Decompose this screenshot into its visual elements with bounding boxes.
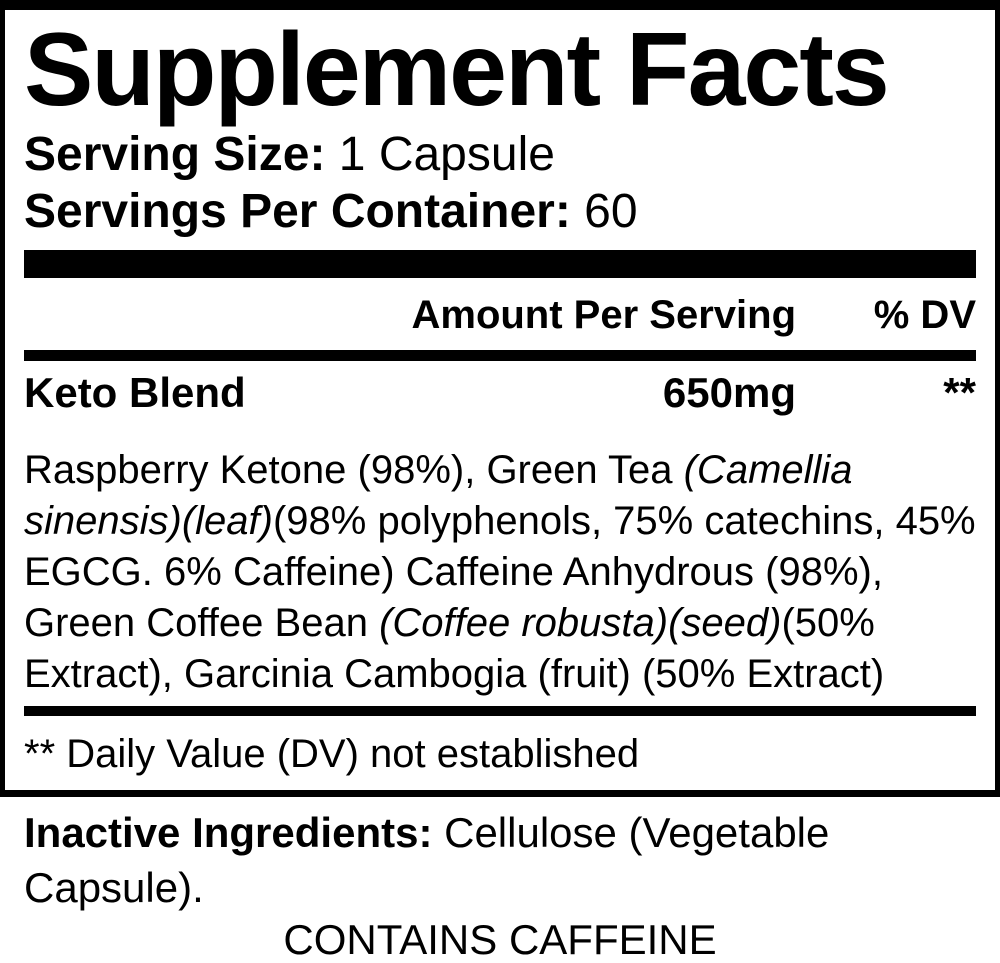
serving-size-row: Serving Size: 1 Capsule [24, 126, 976, 183]
servings-per-container-row: Servings Per Container: 60 [24, 183, 976, 240]
contains-caffeine-note: CONTAINS CAFFEINE [283, 916, 717, 963]
servings-per-container-value: 60 [584, 185, 638, 239]
ingredients-line: Extract), Garcinia Cambogia (fruit) (50%… [24, 649, 976, 700]
ingredient-text: Green Coffee Bean [24, 601, 380, 646]
ingredient-text: (98% polyphenols, 75% catechins, 45% [272, 499, 976, 544]
column-header-row: Amount Per Serving % DV [24, 278, 976, 350]
blend-row: Keto Blend 650mg ** [24, 361, 976, 417]
thin-divider-bar [24, 350, 976, 362]
supplement-facts-panel: Supplement Facts Serving Size: 1 Capsule… [0, 0, 1000, 797]
footnote-divider-bar [24, 706, 976, 717]
blend-name: Keto Blend [24, 369, 246, 417]
ingredients-line: sinensis)(leaf)(98% polyphenols, 75% cat… [24, 496, 976, 547]
ingredients-line: Raspberry Ketone (98%), Green Tea (Camel… [24, 445, 976, 496]
ingredient-botanical-name: (Camellia [683, 448, 853, 493]
ingredient-botanical-name: (Coffee robusta)(seed) [379, 601, 782, 646]
daily-value-footnote: ** Daily Value (DV) not established [24, 732, 640, 777]
amount-per-serving-header: Amount Per Serving [411, 293, 796, 338]
thick-divider-bar [24, 250, 976, 279]
blend-dv-asterisks: ** [943, 369, 976, 417]
inactive-ingredients-label: Inactive Ingredients: [24, 809, 433, 856]
ingredients-line: EGCG. 6% Caffeine) Caffeine Anhydrous (9… [24, 547, 976, 598]
blend-amount: 650mg [662, 369, 796, 417]
ingredient-botanical-name: sinensis)(leaf) [24, 499, 273, 544]
ingredient-text: Raspberry Ketone (98%), Green Tea [24, 448, 684, 493]
inactive-ingredients: Inactive Ingredients: Cellulose (Vegetab… [24, 805, 976, 915]
supplement-facts-title: Supplement Facts [24, 12, 890, 128]
ingredient-text: EGCG. 6% Caffeine) Caffeine Anhydrous (9… [24, 550, 883, 595]
servings-per-container-label: Servings Per Container: [24, 185, 571, 239]
ingredient-text: Extract), Garcinia Cambogia (fruit) (50%… [24, 652, 885, 697]
serving-size-value: 1 Capsule [338, 128, 555, 182]
percent-dv-header: % DV [873, 293, 976, 338]
serving-size-label: Serving Size: [24, 128, 326, 182]
ingredients-paragraph: Raspberry Ketone (98%), Green Tea (Camel… [24, 445, 976, 700]
ingredients-line: Green Coffee Bean (Coffee robusta)(seed)… [24, 598, 976, 649]
ingredient-text: (50% [781, 601, 875, 646]
inactive-ingredients-value: Cellulose (Vegetable Capsule). [24, 809, 830, 911]
